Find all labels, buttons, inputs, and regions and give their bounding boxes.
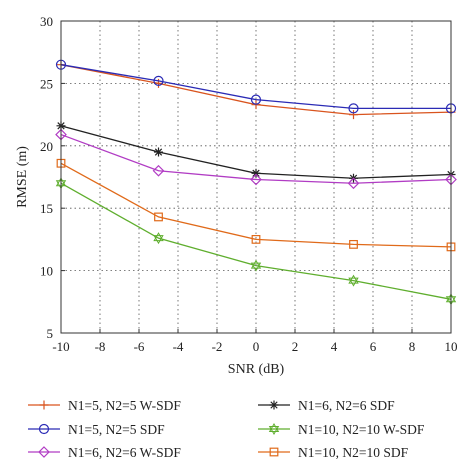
x-tick-label: 0	[253, 339, 260, 354]
diamond-marker	[347, 177, 360, 190]
y-tick-labels: 5 10 15 20 25 30	[40, 14, 53, 341]
hexagram-marker	[348, 277, 359, 287]
series-line	[60, 64, 451, 110]
square-marker	[251, 235, 261, 244]
legend-label: N1=5, N2=5 W-SDF	[68, 398, 181, 413]
legend-item: N1=6, N2=6 SDF	[258, 398, 395, 413]
circle-marker	[250, 94, 262, 105]
y-tick-label: 25	[40, 76, 53, 91]
x-tick-label: -2	[212, 339, 223, 354]
y-tick-label: 15	[40, 201, 53, 216]
hexagram-marker	[268, 422, 280, 432]
diamond-marker	[152, 164, 165, 177]
legend-item: N1=6, N2=6 W-SDF	[28, 445, 181, 460]
legend-item: N1=10, N2=10 SDF	[258, 445, 409, 460]
plus-marker	[349, 110, 358, 120]
x-tick-label: 8	[409, 339, 416, 354]
x-axis-title: SNR (dB)	[228, 362, 285, 377]
y-axis-title: RMSE (m)	[15, 146, 30, 208]
y-tick-label: 30	[40, 14, 53, 29]
legend-label: N1=5, N2=5 SDF	[68, 422, 165, 437]
x-tick-label: -6	[134, 339, 145, 354]
x-tick-label: 10	[445, 339, 458, 354]
asterisk-marker	[251, 168, 261, 178]
hexagram-marker	[250, 262, 262, 272]
hexagram-marker	[250, 259, 262, 269]
diamond-marker	[250, 173, 262, 186]
circle-marker	[38, 423, 50, 435]
asterisk-marker	[154, 147, 163, 157]
circle-marker	[153, 75, 164, 87]
legend-item: N1=10, N2=10 W-SDF	[258, 422, 425, 437]
y-tick-label: 10	[40, 264, 53, 279]
legend-label: N1=6, N2=6 SDF	[298, 398, 395, 413]
square-marker	[269, 447, 279, 457]
legend-item: N1=5, N2=5 SDF	[28, 422, 165, 437]
x-tick-label: -10	[52, 339, 69, 354]
series-line	[60, 162, 452, 248]
asterisk-marker	[269, 400, 279, 410]
y-tick-label: 5	[47, 326, 54, 341]
hexagram-marker	[268, 426, 280, 436]
x-tick-label: -4	[173, 339, 184, 354]
x-tick-label: 6	[370, 339, 377, 354]
legend: N1=5, N2=5 W-SDF N1=6, N2=6 SDF N1=5, N2=5…	[28, 398, 425, 460]
hexagram-marker	[153, 232, 164, 242]
y-tick-label: 20	[40, 139, 53, 154]
series-line	[60, 182, 452, 300]
legend-label: N1=6, N2=6 W-SDF	[68, 445, 181, 460]
legend-label: N1=10, N2=10 SDF	[298, 445, 409, 460]
diamond-marker	[38, 446, 50, 458]
hexagram-marker	[153, 235, 164, 245]
plus-marker	[39, 400, 49, 410]
x-tick-label: 2	[292, 339, 299, 354]
x-tick-label: 4	[331, 339, 338, 354]
circle-marker	[348, 103, 359, 114]
legend-label: N1=10, N2=10 W-SDF	[298, 422, 425, 437]
series-line	[60, 133, 452, 184]
series-lines	[55, 59, 457, 306]
legend-item: N1=5, N2=5 W-SDF	[28, 398, 181, 413]
series	[55, 128, 457, 190]
x-tick-labels: -10 -8 -6 -4 -2 0 2 4 6 8 10	[52, 339, 457, 354]
x-tick-label: -8	[95, 339, 106, 354]
square-marker	[154, 212, 163, 222]
plot-frame	[60, 20, 452, 334]
hexagram-marker	[348, 274, 359, 284]
square-marker	[349, 239, 358, 249]
